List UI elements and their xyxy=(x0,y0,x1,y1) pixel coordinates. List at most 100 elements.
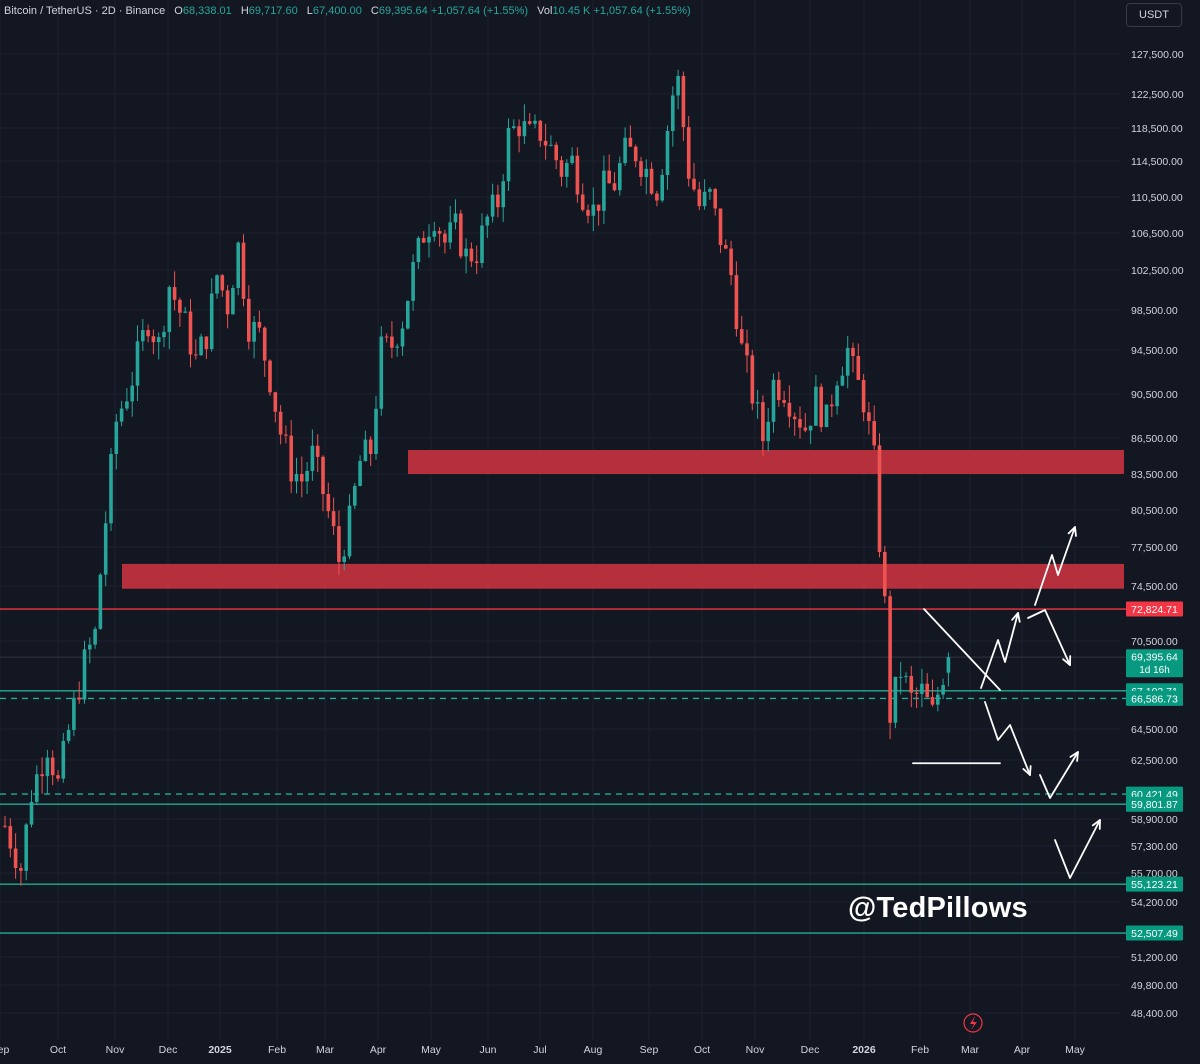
candle-body xyxy=(448,222,452,243)
time-axis-label: Dec xyxy=(159,1044,178,1056)
time-axis-label: Jun xyxy=(480,1044,497,1056)
time-axis-label: Sep xyxy=(640,1044,659,1056)
time-axis[interactable]: Sep Oct Nov Dec 2025 Feb Mar Apr May Jun Jul Aug Sep… xyxy=(0,1013,1086,1056)
candle-body xyxy=(310,445,315,471)
candle-body xyxy=(496,194,500,208)
breakout-arrow-head xyxy=(1067,526,1077,537)
candle-body xyxy=(708,189,712,192)
breakout-arrow xyxy=(1034,526,1076,606)
candle-body xyxy=(151,336,156,343)
symbol-title: Bitcoin / TetherUS · 2D · Binance xyxy=(4,5,166,17)
candle-body xyxy=(909,675,914,693)
candle-body xyxy=(395,346,399,348)
time-axis-label: Oct xyxy=(50,1044,66,1056)
candle-body xyxy=(792,416,797,420)
candle-body xyxy=(337,526,341,562)
candle-body xyxy=(40,774,44,777)
candle-body xyxy=(840,375,845,386)
candle-body xyxy=(729,248,733,276)
candle-body xyxy=(692,178,696,190)
bounce-arrow-upper-head xyxy=(1069,751,1079,762)
candle-body xyxy=(867,412,871,422)
candle-body xyxy=(596,204,601,211)
candle-body xyxy=(268,360,272,393)
time-axis-label: Apr xyxy=(370,1044,387,1056)
candle-body xyxy=(411,261,415,301)
candle-body xyxy=(655,193,659,201)
candle-body xyxy=(665,130,670,175)
drop-path-arrow xyxy=(984,701,1031,776)
candle-body xyxy=(347,505,352,557)
candle-body xyxy=(315,445,320,457)
candle-body xyxy=(739,329,744,344)
low-label: L xyxy=(306,5,313,17)
candle-body xyxy=(580,194,585,210)
open-label: O xyxy=(174,5,183,17)
candle-body xyxy=(649,168,654,194)
candle-body xyxy=(936,694,940,705)
candle-body xyxy=(93,628,97,645)
price-tag-label: 55,123.21 xyxy=(1131,879,1178,891)
candlesticks xyxy=(3,69,951,886)
candle-body xyxy=(845,347,850,376)
bull-path-arrow xyxy=(980,612,1019,689)
candle-body xyxy=(35,774,39,802)
candle-body xyxy=(167,287,172,332)
drawings xyxy=(912,526,1101,879)
candle-body xyxy=(130,385,134,402)
candle-body xyxy=(321,456,325,495)
candle-body xyxy=(761,402,765,442)
candle-body xyxy=(713,189,717,209)
time-axis-label: Dec xyxy=(801,1044,820,1056)
candle-body xyxy=(607,170,611,184)
candle-body xyxy=(13,848,18,869)
candle-body xyxy=(893,676,898,723)
candle-body xyxy=(342,556,346,562)
candle-body xyxy=(819,386,823,428)
candle-body xyxy=(697,189,702,207)
time-axis-label: Nov xyxy=(106,1044,125,1056)
author-watermark: @TedPillows xyxy=(848,892,1028,924)
lightning-icon xyxy=(963,1013,983,1033)
candle-body xyxy=(331,511,336,527)
horizontal-levels[interactable] xyxy=(0,608,1126,934)
price-tag-label: 69,395.64 xyxy=(1131,652,1178,664)
candle-body xyxy=(946,657,951,673)
currency-button[interactable]: USDT xyxy=(1126,3,1182,27)
candle-body xyxy=(374,408,378,454)
price-tag-box xyxy=(1126,925,1183,941)
price-axis-label: 51,200.00 xyxy=(1131,952,1178,964)
price-axis-label: 114,500.00 xyxy=(1131,156,1183,168)
time-axis-label: Aug xyxy=(584,1044,603,1056)
price-axis-label: 62,500.00 xyxy=(1131,755,1178,767)
low-value: 67,400.00 xyxy=(312,5,362,17)
time-axis-label: Oct xyxy=(694,1044,710,1056)
candle-body xyxy=(464,248,468,257)
candle-body xyxy=(273,392,278,412)
time-axis-label: Mar xyxy=(961,1044,980,1056)
descending-trendline xyxy=(923,608,1001,691)
candle-body xyxy=(803,427,808,431)
candle-body xyxy=(209,293,214,350)
candle-body xyxy=(633,146,638,162)
drop-path-arrow-head xyxy=(1022,765,1032,776)
price-tag-box xyxy=(1126,876,1183,892)
volume-value: 10.45 K xyxy=(552,5,591,17)
close-label: C xyxy=(370,5,379,17)
price-axis[interactable]: 127,500.00 122,500.00 118,500.00 114,500.00… xyxy=(1131,49,1184,1020)
candle-body xyxy=(77,697,81,700)
candle-body xyxy=(898,676,903,678)
lightning-bolt-icon xyxy=(970,1016,977,1030)
candle-body xyxy=(416,237,421,262)
candle-body xyxy=(549,144,553,146)
change-value: +1,057.64 (+1.55%) xyxy=(430,5,529,17)
candle-body xyxy=(199,336,203,356)
candle-body xyxy=(618,163,622,191)
candle-body xyxy=(56,775,60,779)
price-axis-label: 48,400.00 xyxy=(1131,1008,1178,1020)
candle-body xyxy=(379,336,384,409)
candle-body xyxy=(644,168,649,177)
candle-body xyxy=(421,237,426,243)
